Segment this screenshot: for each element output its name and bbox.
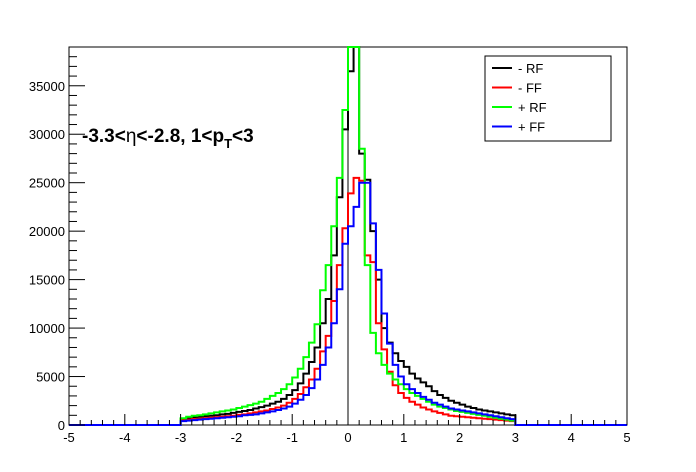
x-axis: -5 -4 -3 -2 -1 0 1 2 3 4 5 xyxy=(63,414,631,445)
legend-entries: - RF - FF + RF + FF xyxy=(492,61,547,135)
x-tick-label: 2 xyxy=(456,430,463,445)
y-tick-label: 10000 xyxy=(29,321,65,336)
x-tick-label: 3 xyxy=(512,430,519,445)
y-tick-label: 35000 xyxy=(29,79,65,94)
y-tick-label: 0 xyxy=(58,418,65,433)
series-layer xyxy=(69,46,627,426)
x-tick-label: 4 xyxy=(568,430,575,445)
x-tick-label: -5 xyxy=(63,430,75,445)
annotation-label: -3.3<η<-2.8, 1<pT<3 xyxy=(82,126,254,151)
x-tick-label: 1 xyxy=(400,430,407,445)
y-axis: 0 5000 10000 15000 20000 25000 30000 35000 xyxy=(29,46,85,433)
annotation-subscript: T xyxy=(224,136,232,151)
legend-label-4: + FF xyxy=(518,120,545,135)
x-tick-label: -3 xyxy=(175,430,187,445)
y-tick-label: 20000 xyxy=(29,224,65,239)
y-tick-label: 15000 xyxy=(29,273,65,288)
y-tick-label: 30000 xyxy=(29,127,65,142)
x-tick-label: -2 xyxy=(231,430,243,445)
annotation-part-1: -3.3< xyxy=(82,126,126,147)
y-tick-label: 25000 xyxy=(29,176,65,191)
legend-label-1: - RF xyxy=(518,61,543,76)
y-tick-label: 5000 xyxy=(36,370,65,385)
annotation-part-3: <3 xyxy=(232,126,254,147)
series-line-4 xyxy=(69,181,627,426)
series-line-3 xyxy=(69,46,627,426)
annotation-eta: η xyxy=(126,126,137,147)
x-tick-label: 5 xyxy=(623,430,630,445)
x-tick-label: -1 xyxy=(286,430,298,445)
x-tick-label: -4 xyxy=(119,430,131,445)
x-tick-label: 0 xyxy=(344,430,351,445)
legend-label-3: + RF xyxy=(518,100,547,115)
annotation-part-2: <-2.8, 1<p xyxy=(136,126,224,147)
legend-label-2: - FF xyxy=(518,81,542,96)
legend: - RF - FF + RF + FF xyxy=(484,55,612,142)
